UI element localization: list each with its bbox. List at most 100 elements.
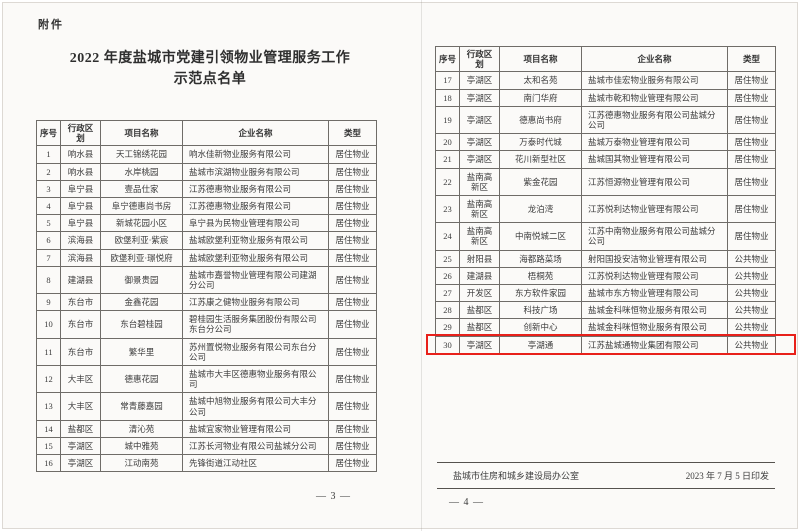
cell-project: 欧堡利亚·紫宸 — [100, 231, 183, 250]
cell-project: 壹品仕家 — [100, 179, 183, 198]
cell-company: 盐城欧堡利亚物业服务有限公司 — [182, 248, 329, 267]
cell-project: 欧堡利亚·璟悦府 — [100, 248, 183, 267]
cell-company: 先锋街道江动社区 — [182, 454, 329, 473]
cell-district: 滨海县 — [60, 231, 101, 250]
cell-type: 居住物业 — [328, 419, 377, 438]
cell-no: 29 — [435, 318, 460, 337]
table-header-row: 序号 行政区划 项目名称 企业名称 类型 — [435, 45, 776, 73]
cell-type: 居住物业 — [328, 179, 377, 198]
cell-district: 亭湖区 — [459, 88, 500, 107]
column-header-type: 类型 — [727, 45, 776, 73]
cell-company: 江苏长河物业有限公司盐城分公司 — [182, 436, 329, 456]
cell-no: 30 — [435, 335, 460, 354]
cell-company: 盐城市东方物业管理有限公司 — [581, 283, 728, 303]
table-row: 30 亭湖区 亭湖通 江苏盐城通物业集团有限公司 公共物业 — [435, 335, 776, 354]
table-row: 8 建湖县 御景贵园 盐城市嘉誉物业管理有限公司建湖分公司 居住物业 — [36, 265, 377, 295]
cell-project: 亭湖通 — [499, 335, 582, 354]
cell-company: 江苏悦利达物业管理有限公司 — [581, 194, 728, 224]
cell-type: 公共物业 — [727, 301, 776, 320]
table-header-row: 序号 行政区划 项目名称 企业名称 类型 — [36, 119, 377, 147]
cell-type: 居住物业 — [328, 392, 377, 421]
table-row: 24 盐南高新区 中南悦城二区 江苏中南物业服务有限公司盐城分公司 居住物业 — [435, 222, 776, 251]
cell-type: 居住物业 — [328, 196, 377, 216]
cell-project: 江动南苑 — [100, 454, 183, 473]
cell-company: 盐城市乾和物业管理有限公司 — [581, 88, 728, 107]
cell-project: 御景贵园 — [100, 265, 183, 295]
cell-type: 居住物业 — [328, 265, 377, 295]
cell-district: 响水县 — [60, 162, 101, 181]
cell-no: 24 — [435, 222, 460, 251]
cell-type: 居住物业 — [328, 293, 377, 312]
cell-no: 23 — [435, 194, 460, 224]
column-header-company: 企业名称 — [182, 119, 329, 147]
cell-project: 阜宁德惠尚书房 — [100, 196, 183, 216]
cell-no: 19 — [435, 105, 460, 135]
cell-project: 梧桐苑 — [499, 266, 582, 286]
table-row: 3 阜宁县 壹品仕家 江苏德惠物业服务有限公司 居住物业 — [36, 179, 377, 198]
cell-type: 居住物业 — [727, 133, 776, 152]
column-header-project: 项目名称 — [100, 119, 183, 147]
table-row: 11 东台市 繁华里 苏州置悦物业服务有限公司东台分公司 居住物业 — [36, 337, 377, 367]
cell-no: 12 — [36, 364, 61, 394]
cell-type: 公共物业 — [727, 266, 776, 286]
cell-company: 阜宁县为民物业管理有限公司 — [182, 214, 329, 233]
cell-no: 10 — [36, 310, 61, 339]
cell-type: 居住物业 — [328, 214, 377, 233]
cell-company: 盐城市嘉誉物业管理有限公司建湖分公司 — [182, 265, 329, 295]
cell-type: 居住物业 — [328, 310, 377, 339]
cell-type: 居住物业 — [727, 167, 776, 196]
cell-type: 公共物业 — [727, 283, 776, 303]
demo-sites-table-page3: 序号 行政区划 项目名称 企业名称 类型 1 响水县 天工锦绣花园 响水佳新物业服务有限公司居… — [36, 119, 377, 473]
table-row: 15 亭湖区 城中雅苑 江苏长河物业有限公司盐城分公司 居住物业 — [36, 436, 377, 456]
cell-company: 盐城中旭物业服务有限公司大丰分公司 — [182, 392, 329, 421]
document-title: 2022 年度盐城市党建引领物业管理服务工作 示范点名单 — [24, 48, 396, 90]
cell-type: 居住物业 — [328, 436, 377, 456]
table-row: 19 亭湖区 德惠尚书府 江苏德惠物业服务有限公司盐城分公司 居住物业 — [435, 105, 776, 135]
cell-company: 盐城宜家物业管理有限公司 — [182, 419, 329, 438]
cell-type: 居住物业 — [727, 194, 776, 224]
table-row: 16 亭湖区 江动南苑 先锋街道江动社区 居住物业 — [36, 454, 377, 473]
cell-no: 14 — [36, 419, 61, 438]
cell-project: 南门华府 — [499, 88, 582, 107]
cell-no: 3 — [36, 179, 61, 198]
cell-company: 苏州置悦物业服务有限公司东台分公司 — [182, 337, 329, 367]
table-row: 28 盐都区 科技广场 盐城金科咪恒物业服务有限公司 公共物业 — [435, 301, 776, 320]
table-row: 22 盐南高新区 紫金花园 江苏恒源物业管理有限公司 居住物业 — [435, 167, 776, 196]
cell-district: 盐南高新区 — [459, 194, 500, 224]
cell-no: 13 — [36, 392, 61, 421]
cell-company: 盐城欧堡利亚物业服务有限公司 — [182, 231, 329, 250]
cell-district: 盐南高新区 — [459, 222, 500, 251]
column-header-type: 类型 — [328, 119, 377, 147]
cell-company: 江苏康之健物业服务有限公司 — [182, 293, 329, 312]
column-header-no: 序号 — [435, 45, 460, 73]
cell-project: 东台碧桂园 — [100, 310, 183, 339]
cell-project: 金鑫花园 — [100, 293, 183, 312]
cell-project: 东方软件家园 — [499, 283, 582, 303]
table-row: 12 大丰区 德惠花园 盐城市大丰区德惠物业服务有限公司 居住物业 — [36, 364, 377, 394]
cell-no: 25 — [435, 249, 460, 268]
table-row: 2 响水县 水岸桃园 盐城市滨湖物业服务有限公司 居住物业 — [36, 162, 377, 181]
issuance-footer: 盐城市住房和城乡建设局办公室 2023 年 7 月 5 日印发 — [437, 462, 775, 489]
column-header-district: 行政区划 — [60, 119, 101, 147]
document-title-line2: 示范点名单 — [173, 72, 247, 87]
cell-project: 繁华里 — [100, 337, 183, 367]
cell-type: 居住物业 — [727, 105, 776, 135]
cell-company: 江苏德惠物业服务有限公司盐城分公司 — [581, 105, 728, 135]
cell-company: 江苏德惠物业服务有限公司 — [182, 196, 329, 216]
cell-type: 居住物业 — [328, 145, 377, 164]
cell-company: 盐城金科咪恒物业服务有限公司 — [581, 301, 728, 320]
cell-project: 水岸桃园 — [100, 162, 183, 181]
cell-no: 15 — [36, 436, 61, 456]
cell-district: 阜宁县 — [60, 179, 101, 198]
column-header-no: 序号 — [36, 119, 61, 147]
cell-project: 太和名苑 — [499, 71, 582, 90]
table-row: 4 阜宁县 阜宁德惠尚书房 江苏德惠物业服务有限公司 居住物业 — [36, 196, 377, 216]
cell-type: 居住物业 — [328, 364, 377, 394]
table-row: 6 滨海县 欧堡利亚·紫宸 盐城欧堡利亚物业服务有限公司 居住物业 — [36, 231, 377, 250]
column-header-project: 项目名称 — [499, 45, 582, 73]
cell-district: 东台市 — [60, 337, 101, 367]
cell-company: 盐城市滨湖物业服务有限公司 — [182, 162, 329, 181]
cell-district: 阜宁县 — [60, 214, 101, 233]
cell-district: 亭湖区 — [60, 436, 101, 456]
cell-district: 亭湖区 — [459, 335, 500, 354]
